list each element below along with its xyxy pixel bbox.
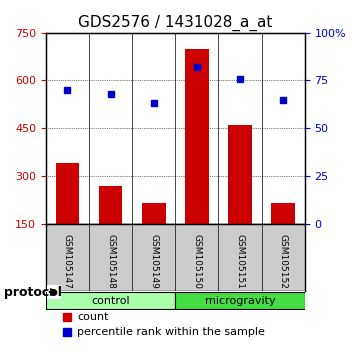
Text: GSM105148: GSM105148 [106, 234, 115, 289]
FancyBboxPatch shape [46, 292, 175, 309]
Text: control: control [91, 296, 130, 306]
Text: GSM105151: GSM105151 [235, 234, 244, 289]
Title: GDS2576 / 1431028_a_at: GDS2576 / 1431028_a_at [78, 15, 273, 31]
Text: GSM105149: GSM105149 [149, 234, 158, 289]
FancyBboxPatch shape [175, 292, 305, 309]
Bar [185, 48, 209, 224]
Bar [99, 186, 122, 224]
Text: count: count [77, 313, 108, 322]
Text: GSM105147: GSM105147 [63, 234, 72, 289]
Text: GSM105152: GSM105152 [279, 234, 288, 289]
Bar [228, 125, 252, 224]
Text: GSM105150: GSM105150 [192, 234, 201, 289]
Bar [271, 203, 295, 224]
Text: protocol: protocol [4, 286, 61, 298]
Text: percentile rank within the sample: percentile rank within the sample [77, 327, 265, 337]
Text: microgravity: microgravity [205, 296, 275, 306]
Bar [56, 164, 79, 224]
Bar [142, 203, 166, 224]
